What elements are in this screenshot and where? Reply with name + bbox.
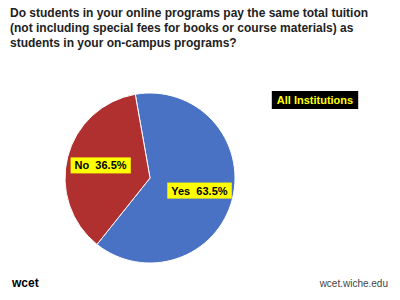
data-label-background: [71, 157, 131, 173]
subtitle-group: All Institutions: [272, 91, 358, 109]
subtitle-background: [272, 91, 358, 109]
pie-slice: [65, 94, 150, 244]
data-labels: Yes 63.5% No 36.5%: [71, 157, 232, 198]
data-label-group: Yes 63.5%: [167, 183, 231, 199]
annotation: wcet.wiche.edu: [319, 278, 388, 289]
chart-title: Do students in your online programs pay …: [10, 6, 390, 51]
subtitle: All Institutions: [277, 94, 353, 106]
data-label: No 36.5%: [75, 159, 127, 171]
data-label-background: [167, 183, 231, 199]
footer: wcet wcet.wiche.edu: [11, 276, 388, 290]
data-label-group: No 36.5%: [71, 157, 131, 173]
data-label: Yes 63.5%: [171, 185, 227, 197]
annotation: wcet: [11, 276, 39, 290]
pie-slices: [65, 93, 235, 263]
chart-canvas: Yes 63.5%No 36.5%All Institutionswcetwce…: [0, 0, 400, 300]
